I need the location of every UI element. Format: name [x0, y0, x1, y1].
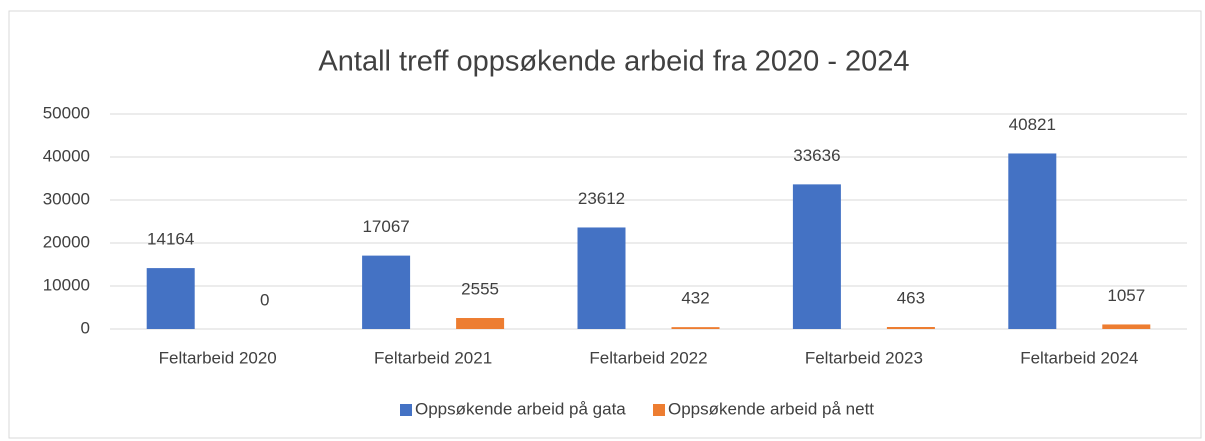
data-label: 0: [260, 290, 269, 309]
y-tick-label: 0: [81, 318, 90, 337]
data-label: 14164: [147, 230, 194, 249]
bar: [362, 255, 411, 329]
y-tick-label: 10000: [43, 275, 90, 294]
bar: [671, 327, 720, 329]
data-label: 23612: [578, 189, 625, 208]
bar: [1008, 153, 1057, 329]
bar: [577, 227, 626, 329]
legend-swatch: [400, 404, 412, 416]
x-tick-label: Feltarbeid 2020: [159, 348, 277, 367]
x-tick-label: Feltarbeid 2021: [374, 348, 492, 367]
chart-frame: [8, 10, 1202, 439]
y-tick-label: 30000: [43, 189, 90, 208]
data-label: 432: [681, 289, 709, 308]
y-tick-label: 20000: [43, 232, 90, 251]
data-label: 1057: [1107, 286, 1145, 305]
data-label: 2555: [461, 279, 499, 298]
legend-label: Oppsøkende arbeid på nett: [668, 399, 874, 418]
bar: [792, 184, 841, 329]
bar: [456, 318, 505, 329]
data-label: 17067: [362, 217, 409, 236]
data-label: 33636: [793, 146, 840, 165]
bar: [1102, 324, 1151, 329]
legend-swatch: [653, 404, 665, 416]
y-tick-label: 40000: [43, 146, 90, 165]
x-tick-label: Feltarbeid 2024: [1020, 348, 1138, 367]
bar: [146, 268, 195, 329]
chart-title: Antall treff oppsøkende arbeid fra 2020 …: [318, 46, 909, 78]
x-tick-label: Feltarbeid 2023: [805, 348, 923, 367]
x-tick-label: Feltarbeid 2022: [589, 348, 707, 367]
bar: [886, 327, 935, 329]
data-label: 40821: [1009, 115, 1056, 134]
y-tick-label: 50000: [43, 103, 90, 122]
legend-label: Oppsøkende arbeid på gata: [415, 399, 626, 418]
data-label: 463: [897, 288, 925, 307]
